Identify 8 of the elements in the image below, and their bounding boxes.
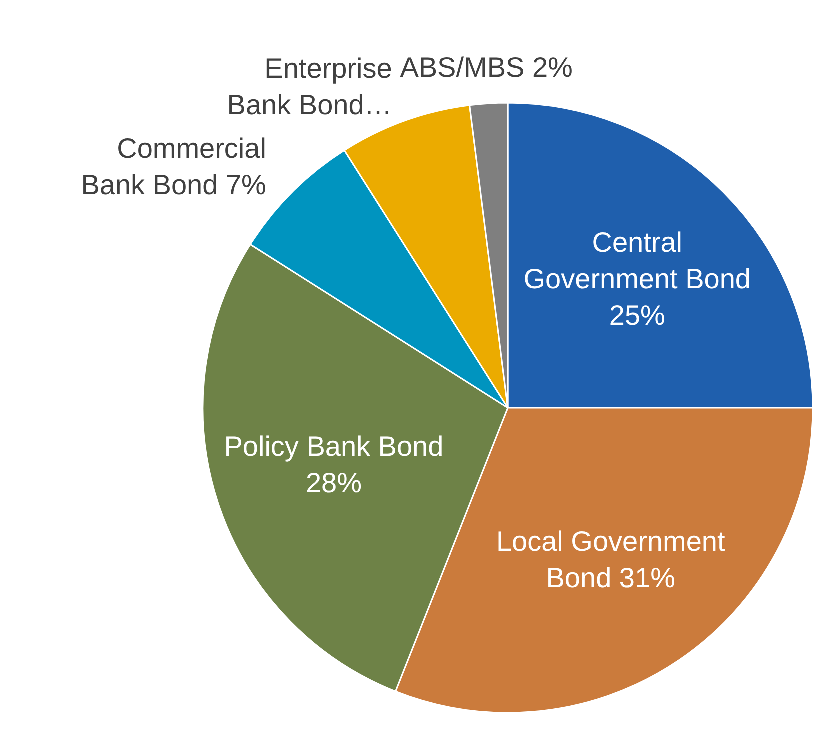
slice-label: Commercial Bank Bond 7% [81,133,266,200]
data-label: 28% [306,468,362,499]
slice-label: ABS/MBS 2% [400,52,573,83]
slice-label: Policy Bank Bond [224,431,444,462]
slice-label: Enterprise Bank Bond… [227,53,392,121]
slice-label: Central Government Bond [524,227,752,294]
slice-label: Local Government Bond 31% [496,526,726,594]
data-label: 25% [609,300,666,331]
